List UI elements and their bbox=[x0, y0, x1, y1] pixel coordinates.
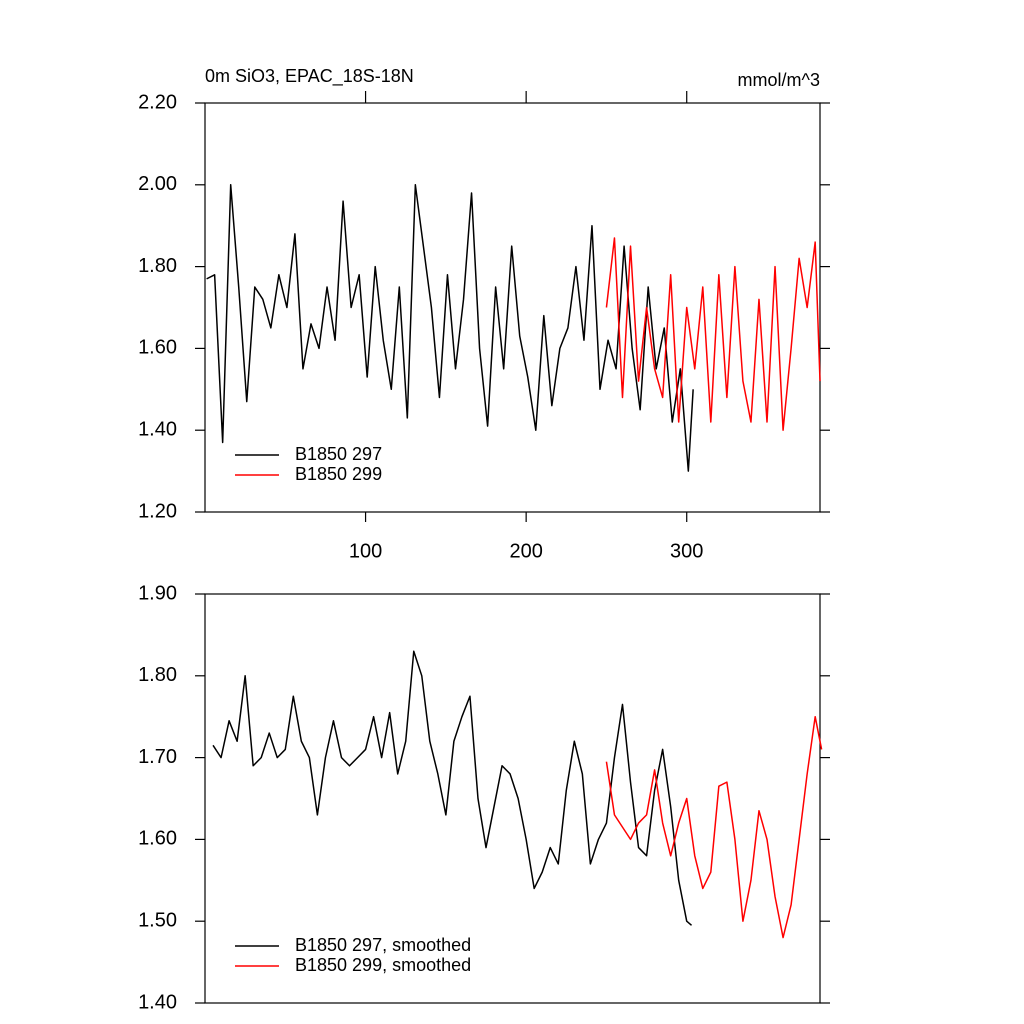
plot-frame bbox=[204, 102, 821, 513]
series-line bbox=[206, 184, 694, 472]
legend-label: B1850 299, smoothed bbox=[295, 955, 471, 975]
y-tick-label: 1.60 bbox=[138, 828, 177, 850]
legend-label: B1850 299 bbox=[295, 464, 382, 484]
series-line bbox=[605, 237, 821, 431]
y-tick-label: 1.80 bbox=[138, 255, 177, 277]
y-tick-label: 1.40 bbox=[138, 418, 177, 440]
plot-frame bbox=[204, 593, 821, 1004]
series-line bbox=[605, 715, 823, 939]
x-tick-label: 200 bbox=[509, 540, 542, 562]
y-tick-label: 1.20 bbox=[138, 500, 177, 522]
units-label: mmol/m^3 bbox=[738, 70, 820, 90]
y-tick-label: 1.90 bbox=[138, 582, 177, 604]
chart-title: 0m SiO3, EPAC_18S-18N bbox=[205, 66, 414, 87]
x-tick-label: 300 bbox=[670, 540, 703, 562]
legend-label: B1850 297, smoothed bbox=[295, 935, 471, 955]
y-tick-label: 1.50 bbox=[138, 909, 177, 931]
series-line bbox=[212, 650, 693, 926]
y-tick-label: 1.60 bbox=[138, 337, 177, 359]
y-tick-label: 2.20 bbox=[138, 91, 177, 113]
x-tick-label: 100 bbox=[349, 540, 382, 562]
y-tick-label: 2.00 bbox=[138, 173, 177, 195]
y-tick-label: 1.40 bbox=[138, 991, 177, 1013]
legend-label: B1850 297 bbox=[295, 444, 382, 464]
y-tick-label: 1.70 bbox=[138, 746, 177, 768]
y-tick-label: 1.80 bbox=[138, 664, 177, 686]
